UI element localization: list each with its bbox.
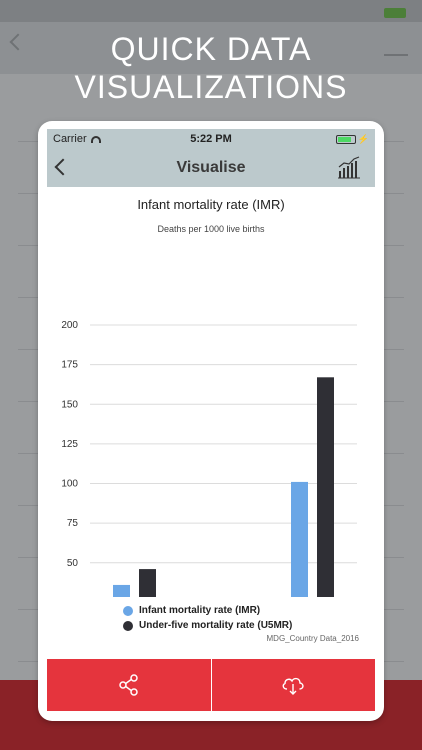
carrier-label: Carrier bbox=[53, 133, 87, 145]
carrier-group: Carrier bbox=[53, 133, 101, 145]
legend-label-imr: Infant mortality rate (IMR) bbox=[139, 605, 261, 616]
bar-u5mr bbox=[317, 377, 334, 597]
bar-u5mr bbox=[139, 569, 156, 597]
y-tick-label: 150 bbox=[61, 399, 78, 410]
chevron-left-icon[interactable] bbox=[54, 158, 72, 176]
status-bar: Carrier 5:22 PM ⚡ bbox=[47, 129, 375, 149]
bar-imr bbox=[291, 481, 308, 597]
legend-dot-imr bbox=[123, 605, 133, 616]
share-button[interactable] bbox=[47, 659, 211, 711]
y-tick-label: 75 bbox=[67, 518, 79, 529]
status-time: 5:22 PM bbox=[190, 133, 232, 145]
battery-icon bbox=[335, 134, 356, 144]
background-status-bar bbox=[0, 0, 422, 22]
charging-icon: ⚡ bbox=[357, 133, 369, 144]
legend-dot-u5mr bbox=[123, 620, 133, 631]
y-tick-label: 125 bbox=[61, 439, 78, 450]
background-battery-icon bbox=[384, 8, 406, 18]
y-tick-label: 200 bbox=[61, 320, 78, 331]
legend-item-u5mr: Under-five mortality rate (U5MR) bbox=[123, 618, 292, 633]
headline: QUICK DATA VISUALIZATIONS bbox=[0, 30, 422, 106]
background-nav-bar bbox=[0, 22, 422, 74]
phone-screen: Carrier 5:22 PM ⚡ Visualise I bbox=[47, 129, 375, 711]
headline-line-2: VISUALIZATIONS bbox=[74, 69, 348, 105]
chart-legend: Infant mortality rate (IMR) Under-five m… bbox=[123, 603, 292, 633]
y-tick-label: 50 bbox=[67, 558, 79, 569]
chart-subtitle: Deaths per 1000 live births bbox=[157, 224, 265, 234]
chart-area: Infant mortality rate (IMR) Deaths per 1… bbox=[47, 187, 375, 659]
headline-line-1: QUICK DATA bbox=[110, 31, 312, 67]
cloud-download-icon bbox=[282, 677, 304, 695]
chart-source: MDG_Country Data_2016 bbox=[266, 634, 360, 643]
legend-item-imr: Infant mortality rate (IMR) bbox=[123, 603, 292, 618]
battery-group: ⚡ bbox=[335, 133, 369, 145]
legend-label-u5mr: Under-five mortality rate (U5MR) bbox=[139, 620, 293, 631]
download-button[interactable] bbox=[210, 659, 376, 711]
page-title: Visualise bbox=[176, 159, 246, 176]
y-tick-label: 175 bbox=[61, 360, 78, 371]
phone-card: Carrier 5:22 PM ⚡ Visualise I bbox=[38, 121, 384, 721]
bar-chart: 0255075100125150175200BotswanaAlgeriaAng… bbox=[61, 320, 357, 597]
wifi-icon bbox=[90, 135, 101, 143]
chart-title: Infant mortality rate (IMR) bbox=[137, 197, 285, 212]
nav-bar: Visualise bbox=[47, 149, 375, 187]
action-bar bbox=[47, 659, 375, 711]
chart-bars-icon[interactable] bbox=[337, 155, 361, 179]
share-icon bbox=[119, 674, 138, 696]
bar-imr bbox=[113, 584, 130, 597]
y-tick-label: 100 bbox=[61, 479, 78, 490]
background-chart-icon bbox=[384, 34, 408, 56]
